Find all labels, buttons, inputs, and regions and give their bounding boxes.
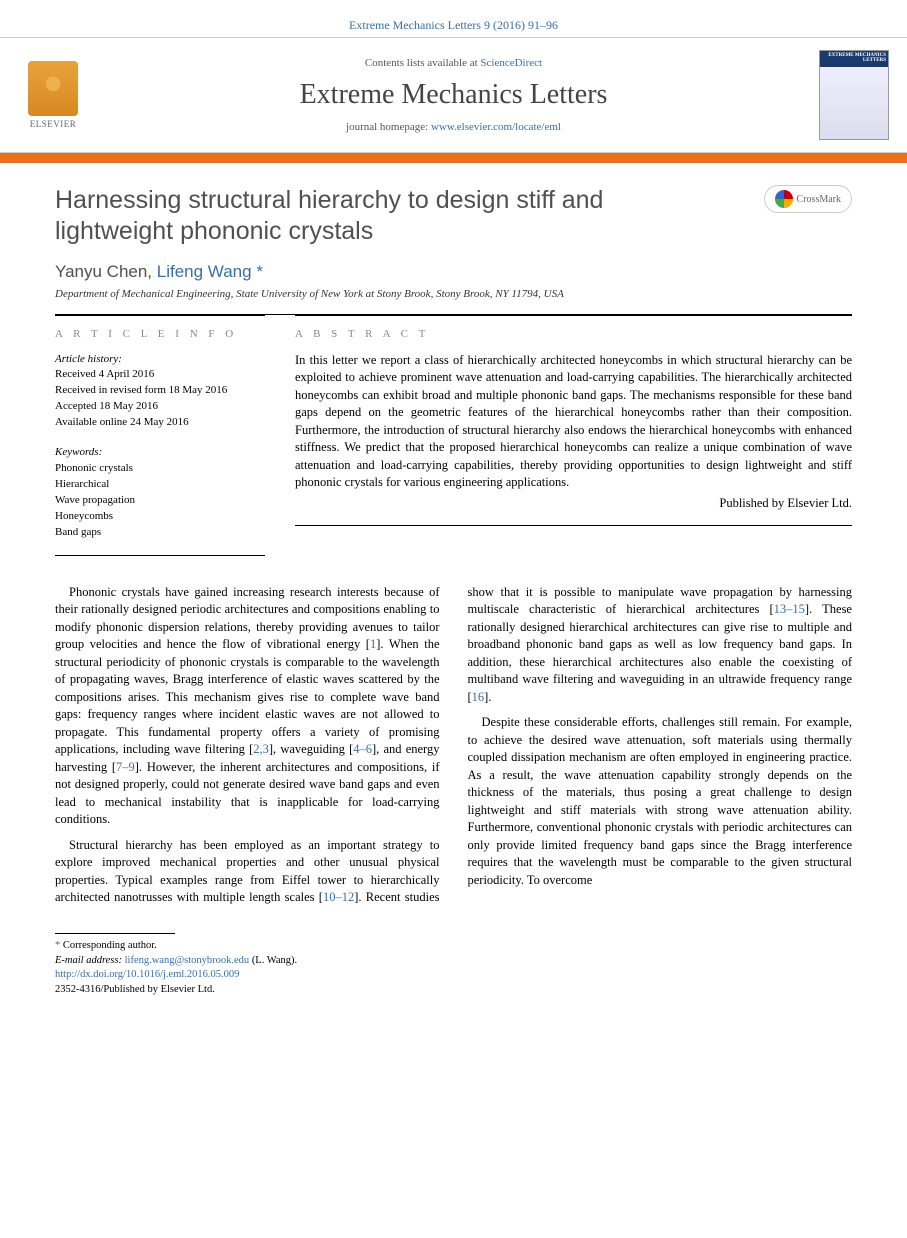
ref-link[interactable]: 4–6	[353, 742, 372, 756]
title-row: Harnessing structural hierarchy to desig…	[55, 185, 852, 248]
doi-link[interactable]: http://dx.doi.org/10.1016/j.eml.2016.05.…	[55, 969, 239, 980]
keyword-item: Honeycombs	[55, 509, 265, 525]
accent-bar	[0, 153, 907, 163]
crossmark-badge[interactable]: CrossMark	[764, 185, 852, 213]
ref-link[interactable]: 13–15	[774, 602, 805, 616]
article-info-column: A R T I C L E I N F O Article history: R…	[55, 315, 265, 556]
ref-link[interactable]: 7–9	[116, 760, 135, 774]
publisher-logo[interactable]: ELSEVIER	[18, 55, 88, 135]
keywords-label: Keywords:	[55, 445, 265, 461]
body-paragraph-1: Phononic crystals have gained increasing…	[55, 584, 440, 829]
affiliation: Department of Mechanical Engineering, St…	[55, 288, 852, 300]
article-info-heading: A R T I C L E I N F O	[55, 328, 265, 340]
article-title: Harnessing structural hierarchy to desig…	[55, 185, 695, 248]
cover-label: EXTREME MECHANICS LETTERS	[822, 53, 886, 63]
masthead-center: Contents lists available at ScienceDirec…	[88, 57, 819, 133]
abstract-bottom-rule	[295, 525, 852, 526]
doi-line: http://dx.doi.org/10.1016/j.eml.2016.05.…	[55, 968, 852, 983]
email-line: E-mail address: lifeng.wang@stonybrook.e…	[55, 954, 852, 969]
history-label: Article history:	[55, 352, 265, 368]
keyword-item: Wave propagation	[55, 493, 265, 509]
abstract-text: In this letter we report a class of hier…	[295, 352, 852, 492]
email-suffix: (L. Wang).	[249, 955, 297, 966]
history-online: Available online 24 May 2016	[55, 415, 265, 431]
crossmark-icon	[775, 190, 793, 208]
ref-link[interactable]: 10–12	[323, 890, 354, 904]
keyword-item: Band gaps	[55, 525, 265, 541]
contents-prefix: Contents lists available at	[365, 57, 480, 69]
homepage-prefix: journal homepage:	[346, 121, 431, 133]
keyword-item: Phononic crystals	[55, 461, 265, 477]
article-body: Harnessing structural hierarchy to desig…	[0, 163, 907, 1018]
keyword-item: Hierarchical	[55, 477, 265, 493]
sciencedirect-link[interactable]: ScienceDirect	[480, 57, 542, 69]
publisher-name: ELSEVIER	[30, 119, 77, 129]
corresponding-author-note: * Corresponding author.	[55, 939, 852, 954]
history-received: Received 4 April 2016	[55, 367, 265, 383]
history-accepted: Accepted 18 May 2016	[55, 399, 265, 415]
ref-link[interactable]: 16	[472, 690, 485, 704]
info-bottom-rule	[55, 555, 265, 556]
footer-block: * Corresponding author. E-mail address: …	[55, 933, 852, 998]
citation-text: Extreme Mechanics Letters 9 (2016) 91–96	[349, 18, 558, 32]
author-2-corresponding[interactable]: Lifeng Wang *	[157, 262, 263, 281]
masthead: ELSEVIER Contents lists available at Sci…	[0, 37, 907, 153]
corresponding-marker: *	[256, 262, 263, 281]
published-by: Published by Elsevier Ltd.	[295, 496, 852, 511]
journal-name: Extreme Mechanics Letters	[88, 79, 819, 111]
crossmark-label: CrossMark	[797, 194, 841, 205]
keywords-block: Keywords: Phononic crystals Hierarchical…	[55, 445, 265, 541]
corr-label: Corresponding author.	[63, 940, 157, 951]
author-1[interactable]: Yanyu Chen,	[55, 262, 157, 281]
contents-available-line: Contents lists available at ScienceDirec…	[88, 57, 819, 69]
email-label: E-mail address:	[55, 955, 122, 966]
corr-star-icon: *	[55, 940, 60, 951]
info-abstract-row: A R T I C L E I N F O Article history: R…	[55, 315, 852, 556]
abstract-heading: A B S T R A C T	[295, 328, 852, 340]
email-link[interactable]: lifeng.wang@stonybrook.edu	[125, 955, 250, 966]
history-revised: Received in revised form 18 May 2016	[55, 383, 265, 399]
body-paragraph-3: Despite these considerable efforts, chal…	[468, 714, 853, 889]
journal-cover-thumbnail[interactable]: EXTREME MECHANICS LETTERS	[819, 50, 889, 140]
homepage-link[interactable]: www.elsevier.com/locate/eml	[431, 121, 561, 133]
running-header: Extreme Mechanics Letters 9 (2016) 91–96	[0, 0, 907, 37]
elsevier-tree-icon	[28, 61, 78, 116]
footnote-rule	[55, 933, 175, 934]
ref-link[interactable]: 2,3	[253, 742, 269, 756]
homepage-line: journal homepage: www.elsevier.com/locat…	[88, 121, 819, 133]
abstract-column: A B S T R A C T In this letter we report…	[295, 315, 852, 556]
issn-line: 2352-4316/Published by Elsevier Ltd.	[55, 983, 852, 998]
article-history: Article history: Received 4 April 2016 R…	[55, 352, 265, 432]
author-list: Yanyu Chen, Lifeng Wang *	[55, 262, 852, 282]
body-text-columns: Phononic crystals have gained increasing…	[55, 584, 852, 907]
